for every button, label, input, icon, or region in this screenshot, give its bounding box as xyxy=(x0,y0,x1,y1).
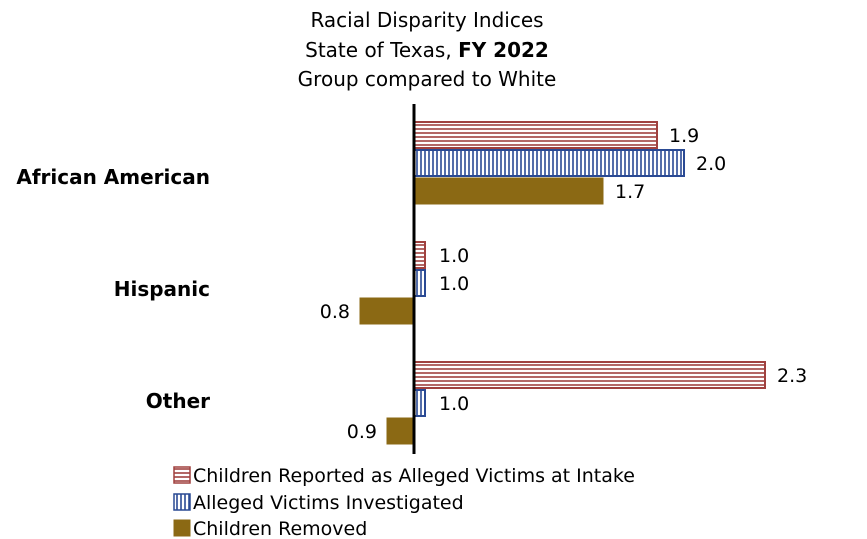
category-label: African American xyxy=(16,165,210,189)
chart-title-line2: State of Texas, FY 2022 xyxy=(305,38,549,62)
bar-removed xyxy=(359,297,415,325)
data-label-reported: 1.0 xyxy=(439,245,469,267)
legend-swatch-removed xyxy=(173,519,191,537)
category-label: Hispanic xyxy=(114,277,210,301)
legend: Children Reported as Alleged Victims at … xyxy=(173,465,635,539)
bar-reported xyxy=(413,241,426,269)
category-label: Other xyxy=(146,389,210,413)
data-label-investigated: 1.0 xyxy=(439,273,469,295)
data-label-removed: 1.7 xyxy=(615,181,645,203)
chart-title-line1: Racial Disparity Indices xyxy=(310,8,543,32)
bar-reported xyxy=(413,121,658,149)
legend-label-investigated: Alleged Victims Investigated xyxy=(193,492,464,514)
legend-swatch-investigated xyxy=(173,493,191,511)
data-label-removed: 0.8 xyxy=(320,301,350,323)
chart-title-line3: Group compared to White xyxy=(298,67,557,91)
bar-investigated xyxy=(413,269,426,297)
data-label-reported: 2.3 xyxy=(777,365,807,387)
bar-investigated xyxy=(413,149,685,177)
data-label-investigated: 2.0 xyxy=(696,153,726,175)
bar-removed xyxy=(386,417,415,445)
data-label-investigated: 1.0 xyxy=(439,393,469,415)
bar-reported xyxy=(413,361,766,389)
chart-title-line2-bold: FY 2022 xyxy=(458,38,549,62)
data-label-removed: 0.9 xyxy=(347,421,377,443)
bar-investigated xyxy=(413,389,426,417)
bars-group: 1.9 2.0 1.7 1.0 1.0 0.8 2.3 1.0 0.9 xyxy=(320,121,807,445)
legend-label-reported: Children Reported as Alleged Victims at … xyxy=(193,465,635,487)
legend-swatch-reported xyxy=(173,466,191,484)
bar-removed xyxy=(413,177,604,205)
legend-label-removed: Children Removed xyxy=(193,518,367,539)
data-label-reported: 1.9 xyxy=(669,125,699,147)
chart-title-line2-prefix: State of Texas, xyxy=(305,38,458,62)
